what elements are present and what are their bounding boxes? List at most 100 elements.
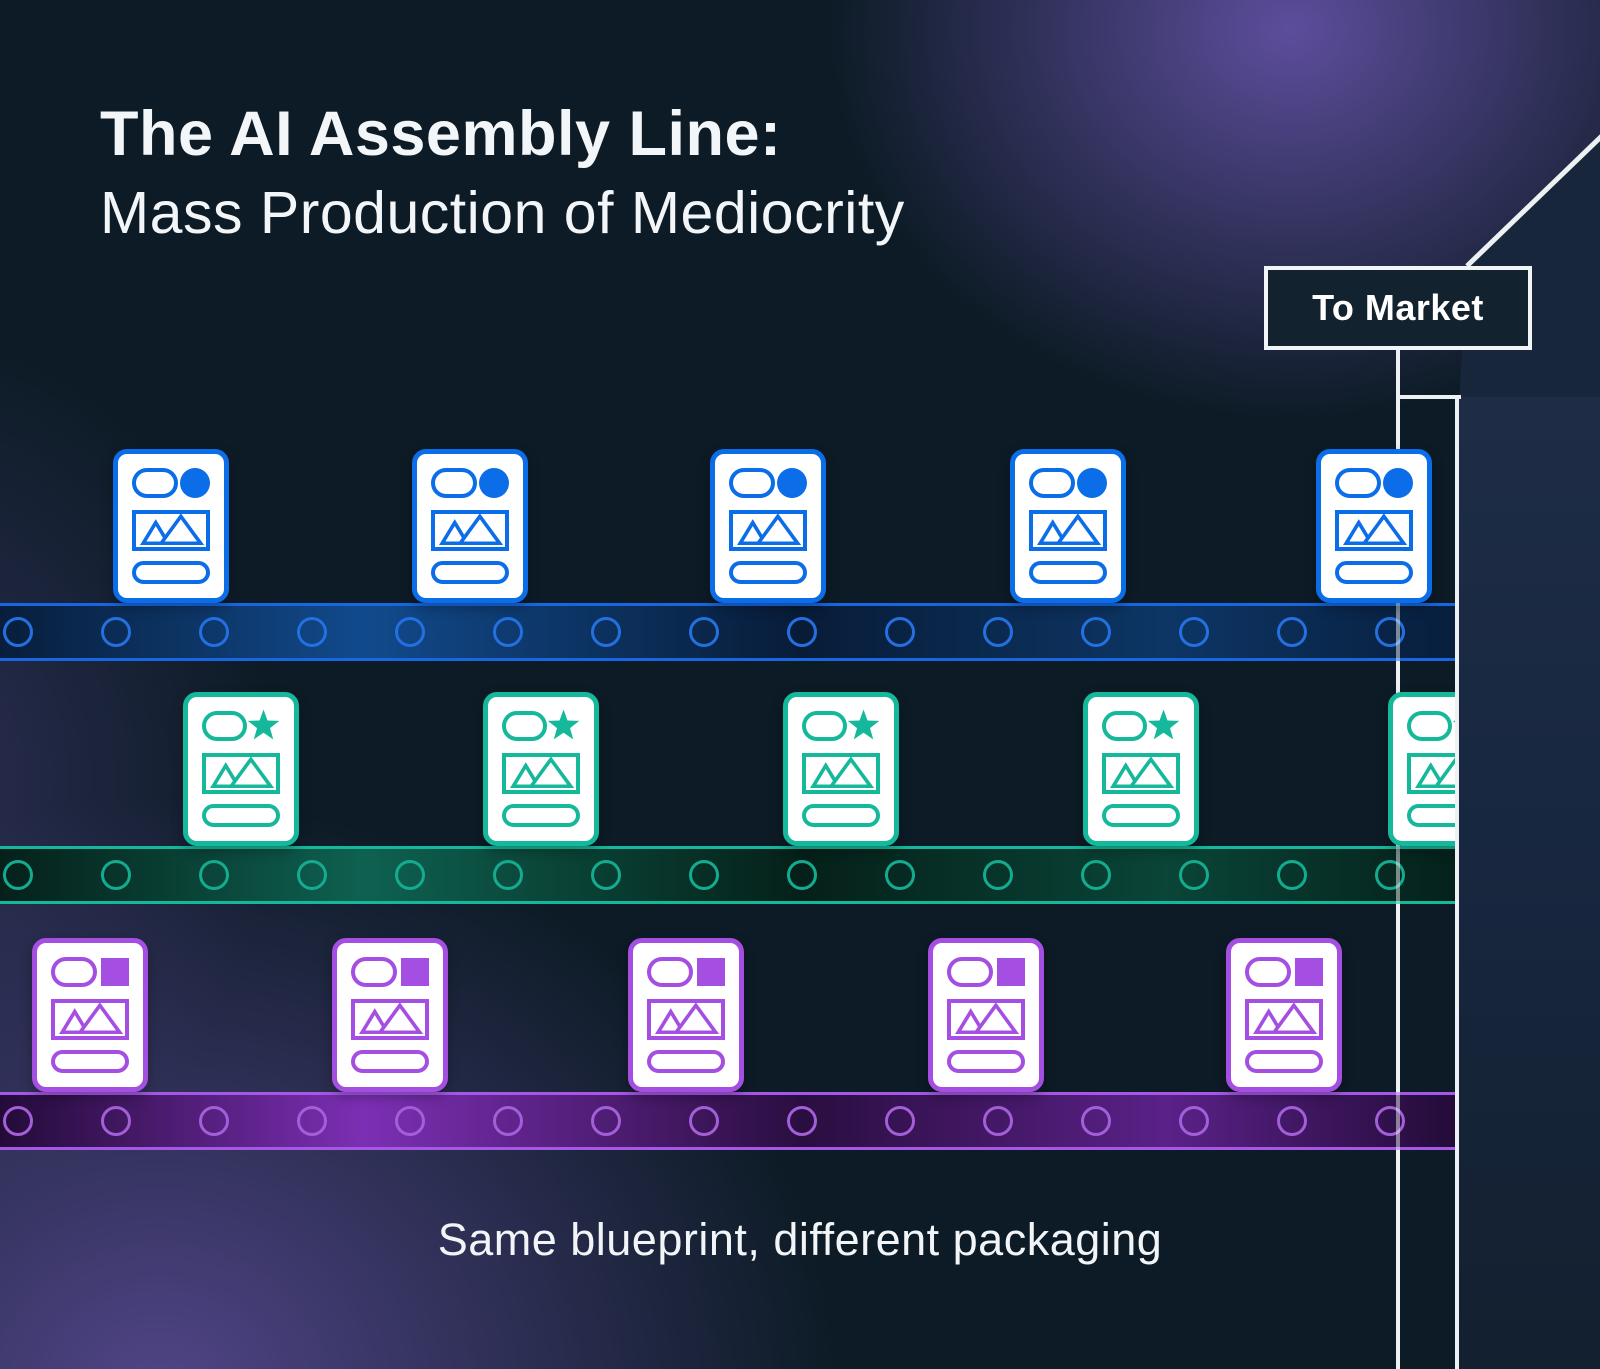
star-icon <box>1147 709 1180 740</box>
product-card-blue-line <box>1316 449 1432 603</box>
image-placeholder <box>947 999 1025 1041</box>
product-card-teal-line <box>1083 692 1199 846</box>
card-header <box>1029 468 1107 498</box>
label-pill <box>132 468 178 498</box>
belt-roller <box>1375 860 1405 890</box>
product-card-blue-line <box>113 449 229 603</box>
description-pill <box>1245 1050 1323 1073</box>
belt-roller <box>199 617 229 647</box>
belt-roller <box>1081 1106 1111 1136</box>
image-placeholder <box>202 753 280 795</box>
card-header <box>1245 957 1323 987</box>
product-card-purple-line <box>32 938 148 1092</box>
star-icon <box>247 709 280 740</box>
label-pill <box>1029 468 1075 498</box>
card-header <box>202 709 280 741</box>
chute-right-line <box>1455 395 1459 1369</box>
belt-roller <box>1277 1106 1307 1136</box>
description-pill <box>647 1050 725 1073</box>
image-placeholder <box>351 999 429 1041</box>
square-icon <box>1295 958 1323 986</box>
card-header <box>431 468 509 498</box>
belt-roller <box>493 1106 523 1136</box>
card-header <box>351 957 429 987</box>
description-pill <box>51 1050 129 1073</box>
card-header <box>1335 468 1413 498</box>
belt-roller <box>101 617 131 647</box>
image-placeholder <box>1245 999 1323 1041</box>
belt-roller <box>689 1106 719 1136</box>
description-pill <box>802 804 880 827</box>
chute-connector-line <box>1396 395 1461 399</box>
belt-roller <box>1277 617 1307 647</box>
belt-roller <box>787 1106 817 1136</box>
image-placeholder <box>132 510 210 552</box>
description-pill <box>431 561 509 584</box>
label-pill <box>947 957 993 987</box>
label-pill <box>1245 957 1291 987</box>
belt-roller <box>983 1106 1013 1136</box>
belt-roller <box>689 617 719 647</box>
description-pill <box>132 561 210 584</box>
card-header <box>502 709 580 741</box>
image-placeholder <box>1335 510 1413 552</box>
product-card-teal-line <box>183 692 299 846</box>
page-title: The AI Assembly Line: Mass Production of… <box>100 99 905 245</box>
belt-roller <box>395 860 425 890</box>
image-placeholder <box>647 999 725 1041</box>
product-card-blue-line <box>412 449 528 603</box>
belt-roller <box>297 617 327 647</box>
belt-roller <box>101 860 131 890</box>
belt-roller <box>885 860 915 890</box>
description-pill <box>1029 561 1107 584</box>
square-icon <box>101 958 129 986</box>
card-header <box>51 957 129 987</box>
square-icon <box>401 958 429 986</box>
product-card-teal-line <box>783 692 899 846</box>
circle-icon <box>1383 468 1413 498</box>
circle-icon <box>1077 468 1107 498</box>
card-header <box>729 468 807 498</box>
description-pill <box>1335 561 1413 584</box>
circle-icon <box>180 468 210 498</box>
chute-line-over-belt <box>1396 846 1400 904</box>
belt-roller <box>787 860 817 890</box>
conveyor-belt-blue-line <box>0 603 1459 661</box>
belt-roller <box>493 617 523 647</box>
product-card-blue-line <box>1010 449 1126 603</box>
belt-roller <box>199 860 229 890</box>
belt-roller <box>3 860 33 890</box>
description-pill <box>502 804 580 827</box>
belt-roller <box>787 617 817 647</box>
description-pill <box>202 804 280 827</box>
belt-roller <box>297 1106 327 1136</box>
card-header <box>947 957 1025 987</box>
description-pill <box>1102 804 1180 827</box>
image-placeholder <box>729 510 807 552</box>
description-pill <box>729 561 807 584</box>
chute-line-over-belt <box>1396 1092 1400 1150</box>
chute-line-over-belt <box>1396 603 1400 661</box>
image-placeholder <box>51 999 129 1041</box>
belt-roller <box>1179 1106 1209 1136</box>
card-header <box>1102 709 1180 741</box>
belt-roller <box>3 617 33 647</box>
product-card-blue-line <box>710 449 826 603</box>
belt-roller <box>885 617 915 647</box>
image-placeholder <box>1029 510 1107 552</box>
belt-roller <box>297 860 327 890</box>
square-icon <box>697 958 725 986</box>
belt-roller <box>493 860 523 890</box>
belt-roller <box>395 1106 425 1136</box>
product-card-purple-line <box>928 938 1044 1092</box>
product-card-purple-line <box>1226 938 1342 1092</box>
circle-icon <box>479 468 509 498</box>
image-placeholder <box>431 510 509 552</box>
label-pill <box>647 957 693 987</box>
product-card-purple-line <box>332 938 448 1092</box>
label-pill <box>351 957 397 987</box>
belt-roller <box>689 860 719 890</box>
belt-roller <box>885 1106 915 1136</box>
belt-roller <box>199 1106 229 1136</box>
